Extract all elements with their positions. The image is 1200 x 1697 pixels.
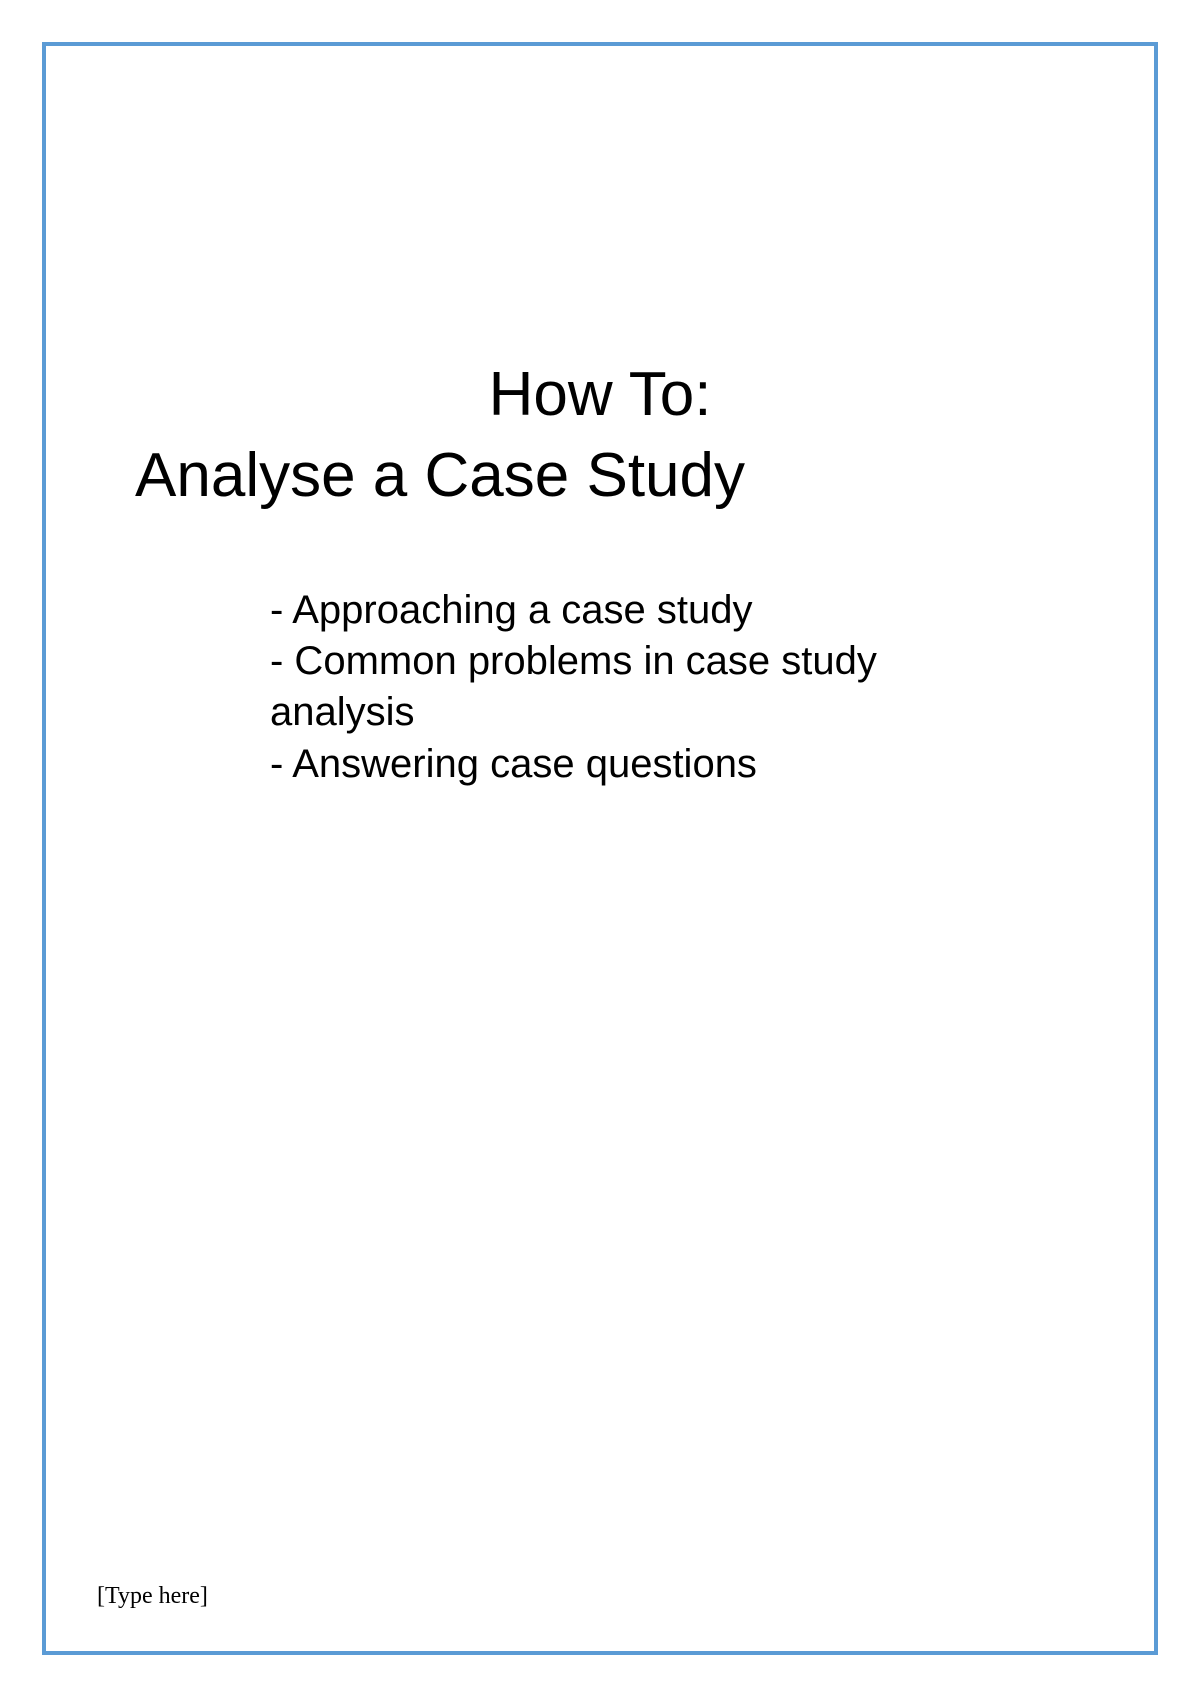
- title-line-2: Analyse a Case Study: [135, 436, 1065, 517]
- footer-placeholder[interactable]: [Type here]: [97, 1583, 208, 1610]
- bullet-item: - Common problems in case study analysis: [270, 636, 970, 738]
- bullet-item: - Answering case questions: [270, 739, 970, 790]
- bullets-block: - Approaching a case study - Common prob…: [270, 585, 970, 790]
- document-content: How To: Analyse a Case Study - Approachi…: [0, 0, 1200, 1697]
- bullet-item: - Approaching a case study: [270, 585, 970, 636]
- title-line-1: How To:: [135, 355, 1065, 436]
- title-block: How To: Analyse a Case Study: [135, 355, 1065, 516]
